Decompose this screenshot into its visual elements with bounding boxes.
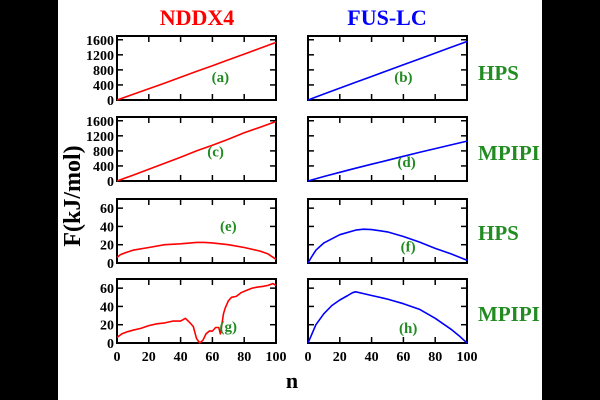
x-tick-label: 0: [305, 350, 312, 365]
panel-label-b: (b): [394, 70, 412, 86]
y-tick-label: 1600: [86, 34, 114, 49]
x-tick-label: 80: [428, 350, 442, 365]
x-tick-label: 40: [365, 350, 379, 365]
y-tick-label: 40: [100, 220, 114, 235]
panel-frame: [307, 198, 468, 264]
panel-frame: [116, 198, 277, 264]
panel-g: 0 20 40 60 0 20 40 60 80 100 (g): [100, 278, 287, 365]
panel-label-h: (h): [399, 321, 417, 337]
panel-frame: [307, 35, 468, 101]
row-label-1: HPS: [478, 61, 519, 85]
row-label-2: MPIPI: [478, 141, 540, 165]
panel-frame: [307, 278, 468, 344]
panel-frame: [307, 116, 468, 182]
series-line-b: [307, 40, 468, 101]
y-axis-label: F(kJ/mol): [60, 145, 86, 246]
y-tick-label: 0: [107, 175, 114, 190]
panel-b: (b): [307, 35, 468, 101]
y-tick-label: 60: [100, 282, 114, 297]
series-line-a: [116, 41, 277, 101]
series-line-f: [307, 228, 468, 264]
y-tick-label: 0: [107, 94, 114, 109]
panel-frame: [116, 116, 277, 182]
series-line-c: [116, 120, 277, 182]
panel-label-c: (c): [207, 145, 224, 161]
panel-label-g: (g): [220, 319, 238, 335]
x-tick-label: 60: [205, 350, 219, 365]
series-line-g: [116, 282, 277, 344]
x-tick-label: 100: [457, 350, 478, 365]
series-line-h: [307, 290, 468, 344]
y-tick-label: 400: [93, 160, 114, 175]
x-tick-label: 60: [396, 350, 410, 365]
y-tick-label: 20: [100, 239, 114, 254]
series-line-e: [116, 241, 277, 260]
y-tick-label: 20: [100, 319, 114, 334]
series-line-d: [307, 140, 468, 182]
y-tick-label: 0: [107, 337, 114, 352]
y-tick-label: 400: [93, 79, 114, 94]
column-title-nddx4: NDDX4: [160, 5, 235, 30]
panel-f: (f): [307, 198, 468, 264]
x-axis-label: n: [286, 368, 298, 393]
y-tick-label: 1600: [86, 115, 114, 130]
row-label-4: MPIPI: [478, 302, 540, 326]
y-tick-label: 60: [100, 202, 114, 217]
panel-frame: [116, 278, 277, 344]
x-tick-label: 80: [237, 350, 251, 365]
row-label-3: HPS: [478, 221, 519, 245]
panel-label-a: (a): [212, 70, 230, 86]
panel-e: 0 20 40 60 (e): [100, 198, 277, 272]
panel-frame: [116, 35, 277, 101]
panel-label-e: (e): [220, 219, 237, 235]
x-tick-label: 40: [174, 350, 188, 365]
panel-label-d: (d): [397, 155, 415, 171]
panel-h: 0 20 40 60 80 100 (h): [305, 278, 478, 365]
y-tick-label: 1200: [86, 130, 114, 145]
x-tick-label: 20: [333, 350, 347, 365]
y-tick-label: 800: [93, 145, 114, 160]
panel-label-f: (f): [401, 239, 416, 255]
x-tick-label: 100: [266, 350, 287, 365]
x-tick-label: 0: [114, 350, 121, 365]
panel-d: (d): [307, 116, 468, 182]
y-tick-label: 0: [107, 257, 114, 272]
y-tick-label: 800: [93, 64, 114, 79]
column-title-fus-lc: FUS-LC: [347, 5, 426, 30]
x-tick-label: 20: [142, 350, 156, 365]
y-tick-label: 1200: [86, 49, 114, 64]
y-tick-label: 40: [100, 300, 114, 315]
